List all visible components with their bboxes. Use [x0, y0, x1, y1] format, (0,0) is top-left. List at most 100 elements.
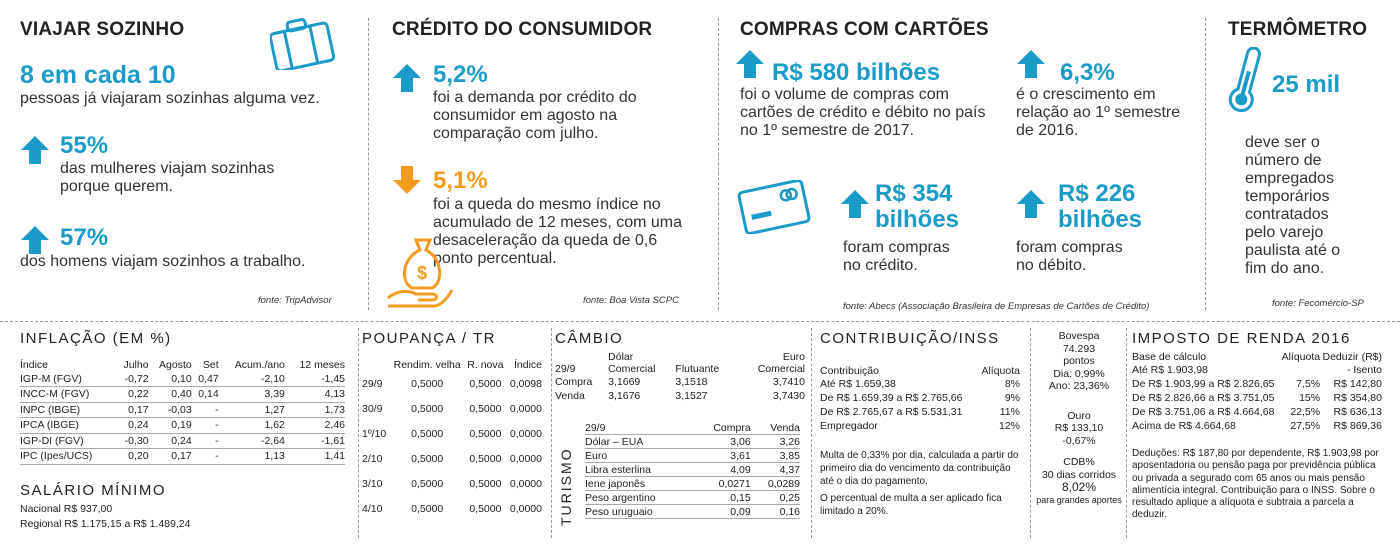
stat-text: foi a demanda por crédito do consumidor … — [433, 89, 637, 142]
table-cell: -2,64 — [218, 433, 285, 449]
table-cell: -0,72 — [115, 371, 149, 387]
table-row: Iene japonês 0,0271 0,0289 — [585, 476, 800, 491]
table-cell: Libra esterlina — [585, 462, 694, 477]
cdb-label: CDB% — [1063, 456, 1095, 468]
svg-text:$: $ — [417, 263, 427, 283]
table-row: 3/10 0,5000 0,5000 0,0000 — [362, 471, 542, 496]
table-cell: 0,5000 — [469, 477, 502, 490]
table-cell: 0,5000 — [469, 502, 502, 515]
credit-card-icon — [737, 180, 811, 234]
table-cell: 0,19 — [148, 417, 192, 434]
turismo-label: TURISMO — [558, 447, 574, 526]
stat-text: das mulheres viajam sozinhas porque quer… — [60, 160, 275, 195]
col-header: Contribuição — [820, 365, 879, 377]
stat-value: R$ 580 bilhões — [772, 59, 941, 86]
bovespa-ano: Ano: 23,36% — [1048, 380, 1110, 392]
arrow-up-icon — [393, 64, 421, 92]
table-cell: 0,0289 — [750, 476, 800, 491]
table-cell: 27,5% — [1290, 420, 1321, 432]
ir-table: Base de cálculo Alíquota Deduzir (R$) At… — [1132, 351, 1382, 433]
ouro-value: R$ 133,10 — [1054, 422, 1104, 434]
table-cell: 0,17 — [148, 448, 192, 465]
col-header: Base de cálculo — [1132, 351, 1207, 363]
bovespa-label: Bovespa — [1058, 330, 1100, 342]
stat-value: 5,2% — [433, 61, 488, 88]
table-cell: 0,5000 — [469, 402, 502, 415]
section-title: CONTRIBUIÇÃO/INSS — [820, 330, 1000, 347]
section-title: VIAJAR SOZINHO — [20, 19, 185, 40]
table-cell: 0,5000 — [411, 377, 444, 390]
table-cell: - Isento — [1346, 364, 1382, 376]
table-cell: 3,26 — [750, 434, 800, 449]
divider — [1030, 328, 1031, 538]
table-cell: 15% — [1299, 392, 1321, 404]
table-cell: R$ 636,13 — [1333, 406, 1382, 418]
table-cell: Peso uruguaio — [585, 504, 694, 519]
table-cell: 29/9 — [362, 377, 383, 390]
section-title: TERMÔMETRO — [1228, 19, 1368, 40]
stat-text: foram compras no débito. — [1016, 239, 1123, 274]
table-row: 1º/10 0,5000 0,5000 0,0000 — [362, 421, 542, 446]
table-row: Acima de R$ 4.664,68 27,5% R$ 869,36 — [1132, 419, 1382, 433]
table-cell: 0,10 — [148, 371, 192, 387]
source-text: fonte: TripAdvisor — [258, 295, 332, 306]
table-cell: 0,5000 — [469, 452, 502, 465]
table-row: 4/10 0,5000 0,5000 0,0000 — [362, 496, 542, 521]
inss-table: Contribuição Alíquota Até R$ 1.659,38 8% D… — [820, 365, 1020, 433]
col-header: Alíquota — [1281, 351, 1321, 363]
col-header: Índice — [20, 359, 49, 371]
table-cell: 7,5% — [1296, 378, 1321, 390]
divider — [358, 328, 359, 538]
col-header: Comercial — [608, 363, 656, 375]
arrow-up-icon — [21, 136, 49, 164]
table-row: IGP-DI (FGV) -0,30 0,24- -2,64 -1,61 — [20, 433, 345, 449]
headline-text: pessoas já viajaram sozinhas alguma vez. — [20, 90, 320, 107]
arrow-up-icon — [1017, 50, 1045, 78]
table-cell: INCC-M (FGV) — [20, 386, 116, 403]
table-cell: 0,5000 — [411, 452, 444, 465]
source-text: fonte: Fecomércio-SP — [1272, 298, 1364, 309]
divider — [1205, 18, 1206, 310]
table-cell: 2/10 — [362, 452, 383, 465]
cdb-note: para grandes aportes — [1036, 494, 1122, 505]
table-cell: De R$ 3.751,06 a R$ 4.664,68 — [1132, 406, 1275, 418]
divider — [551, 328, 552, 538]
table-cell: 3,1518 — [675, 376, 708, 388]
table-cell: 0,0000 — [509, 452, 542, 465]
section-title: SALÁRIO MÍNIMO — [20, 482, 167, 499]
date-label: 29/9 — [585, 422, 694, 435]
table-row: Empregador 12% — [820, 419, 1020, 433]
salario-regional: Regional R$ 1.175,15 a R$ 1.489,24 — [20, 518, 191, 530]
table-cell: -2,10 — [218, 371, 285, 387]
col-header: Compra — [693, 422, 751, 435]
table-cell: 0,0000 — [509, 477, 542, 490]
table-cell: 3,1669 — [608, 376, 641, 388]
stat-text: deve ser o número de empregados temporár… — [1245, 134, 1341, 277]
section-title: IMPOSTO DE RENDA 2016 — [1132, 330, 1351, 347]
table-cell: 3,06 — [693, 434, 751, 449]
col-header: 12 meses — [299, 359, 345, 371]
table-row: Peso uruguaio 0,09 0,16 — [585, 504, 800, 519]
table-cell: 3,85 — [750, 448, 800, 463]
stat-text: foi a queda do mesmo índice no acumulado… — [433, 196, 683, 267]
table-cell: De R$ 2.826,66 a R$ 3.751,05 — [1132, 392, 1275, 404]
col-header: Comercial — [757, 363, 805, 375]
table-cell: -1,45 — [284, 371, 345, 387]
suitcase-icon — [270, 17, 336, 70]
col-header: Flutuante — [675, 363, 720, 375]
table-row: 2/10 0,5000 0,5000 0,0000 — [362, 446, 542, 471]
bovespa-value: 74.293 — [1062, 342, 1096, 355]
table-cell: 4,37 — [750, 462, 800, 477]
col-header: Índice — [513, 359, 542, 371]
table-cell: 0,22 — [115, 386, 149, 403]
table-cell: 3,7430 — [772, 390, 805, 402]
arrow-up-icon — [736, 50, 764, 78]
table-cell: 4,09 — [693, 462, 751, 477]
table-cell: 0,5000 — [411, 427, 444, 440]
stat-value: 55% — [60, 132, 109, 159]
table-cell: De R$ 1.903,99 a R$ 2.826,65 — [1132, 378, 1275, 390]
table-row: Peso argentino 0,15 0,25 — [585, 490, 800, 505]
table-cell: 0,5000 — [411, 402, 444, 415]
table-cell: 0,40 — [148, 386, 192, 403]
table-cell: 0,20 — [115, 448, 149, 465]
